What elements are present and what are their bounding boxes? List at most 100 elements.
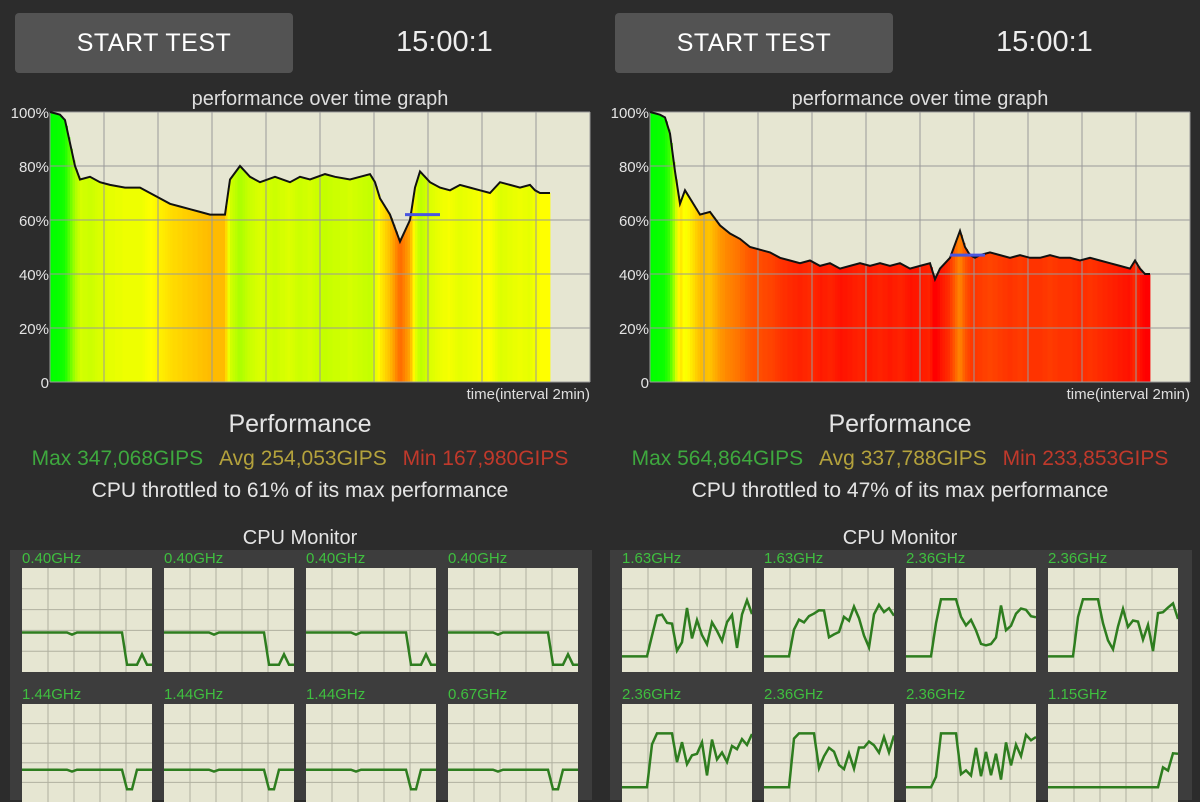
performance-fill-slice bbox=[520, 187, 523, 383]
performance-fill-slice bbox=[812, 262, 816, 382]
performance-fill-slice bbox=[87, 177, 91, 382]
core-frequency-line bbox=[1048, 597, 1178, 658]
core-frequency-line bbox=[906, 597, 1036, 658]
performance-fill-slice bbox=[222, 214, 226, 382]
performance-fill-slice bbox=[810, 261, 813, 382]
performance-fill-slice bbox=[85, 177, 88, 383]
performance-fill-slice bbox=[782, 258, 786, 383]
core-graph-bg bbox=[22, 704, 152, 802]
core-graph bbox=[1048, 704, 1178, 802]
performance-fill-slice bbox=[987, 252, 991, 382]
core-graph-bg bbox=[448, 704, 578, 802]
performance-fill-slice bbox=[677, 195, 681, 382]
performance-fill-slice bbox=[525, 185, 528, 383]
performance-fill-slice bbox=[950, 254, 953, 382]
performance-fill-slice bbox=[382, 204, 386, 383]
performance-fill-slice bbox=[1065, 257, 1068, 382]
core-frequency: 1.63GHz bbox=[764, 550, 824, 567]
core-frequency: 0.67GHz bbox=[448, 686, 508, 703]
performance-fill-slice bbox=[1002, 256, 1006, 383]
performance-fill-slice bbox=[847, 266, 851, 382]
performance-fill-slice bbox=[825, 264, 828, 383]
performance-fill-slice bbox=[885, 264, 888, 382]
performance-fill-slice bbox=[1095, 259, 1098, 382]
performance-fill-slice bbox=[167, 203, 171, 383]
performance-fill-slice bbox=[802, 262, 806, 382]
performance-fill-slice bbox=[790, 260, 793, 382]
performance-fill-slice bbox=[352, 178, 356, 382]
core-frequency-line bbox=[622, 732, 752, 789]
performance-fill-slice bbox=[417, 175, 421, 382]
max-performance: Max 347,068GIPS bbox=[31, 447, 204, 470]
performance-title: Performance bbox=[228, 410, 372, 438]
core-graph-bg bbox=[306, 704, 436, 802]
performance-fill-slice bbox=[740, 239, 743, 383]
performance-fill-slice bbox=[1010, 257, 1013, 383]
performance-fill-slice bbox=[772, 254, 776, 382]
performance-fill-slice bbox=[540, 193, 543, 382]
performance-fill-slice bbox=[875, 264, 878, 383]
performance-fill-slice bbox=[115, 186, 118, 382]
performance-fill-slice bbox=[787, 260, 791, 383]
performance-fill-slice bbox=[985, 253, 988, 383]
performance-fill-slice bbox=[690, 200, 693, 382]
performance-fill-slice bbox=[915, 266, 918, 383]
performance-fill-slice bbox=[92, 178, 96, 382]
performance-fill-slice bbox=[437, 186, 441, 383]
performance-line bbox=[49, 111, 550, 245]
performance-fill-slice bbox=[1025, 256, 1028, 382]
performance-fill-slice bbox=[917, 266, 921, 382]
start-test-button[interactable]: START TEST bbox=[15, 13, 293, 73]
performance-fill-slice bbox=[57, 114, 61, 383]
performance-fill-slice bbox=[1120, 266, 1123, 382]
performance-fill-slice bbox=[1020, 255, 1023, 382]
performance-fill-slice bbox=[110, 185, 113, 383]
performance-fill-slice bbox=[925, 264, 928, 383]
performance-fill-slice bbox=[140, 188, 143, 382]
performance-fill-slice bbox=[807, 260, 811, 382]
performance-fill-slice bbox=[302, 177, 306, 383]
performance-fill-slice bbox=[272, 177, 276, 382]
performance-fill-slice bbox=[850, 265, 853, 383]
core-frequency-line bbox=[164, 768, 294, 791]
performance-fill-slice bbox=[175, 205, 178, 382]
performance-fill-slice bbox=[1035, 257, 1038, 382]
core-graph bbox=[448, 704, 578, 802]
performance-fill-slice bbox=[300, 177, 303, 382]
y-tick-label: 40% bbox=[619, 267, 649, 284]
performance-fill-slice bbox=[832, 265, 836, 383]
core-frequency-line bbox=[764, 732, 894, 789]
performance-fill-slice bbox=[1030, 257, 1033, 382]
performance-fill-slice bbox=[1077, 260, 1081, 383]
performance-fill-slice bbox=[137, 187, 141, 382]
y-tick-label: 0 bbox=[641, 375, 649, 392]
performance-fill-slice bbox=[1022, 256, 1026, 383]
performance-fill-slice bbox=[200, 212, 203, 382]
core-frequency-line bbox=[22, 768, 152, 791]
performance-fill-slice bbox=[870, 265, 873, 383]
performance-fill-slice bbox=[770, 253, 773, 382]
y-tick-label: 80% bbox=[19, 159, 49, 176]
performance-fill-slice bbox=[712, 216, 716, 383]
performance-title: Performance bbox=[828, 410, 972, 438]
performance-fill-slice bbox=[745, 243, 748, 383]
performance-fill-slice bbox=[932, 275, 936, 382]
performance-fill-slice bbox=[462, 185, 466, 383]
performance-fill-slice bbox=[897, 263, 901, 382]
performance-fill-slice bbox=[1017, 255, 1021, 382]
performance-fill-slice bbox=[242, 170, 246, 382]
performance-fill-slice bbox=[447, 189, 451, 383]
performance-fill-slice bbox=[1125, 267, 1128, 382]
performance-fill-slice bbox=[195, 210, 198, 382]
start-test-button[interactable]: START TEST bbox=[615, 13, 893, 73]
performance-fill-slice bbox=[125, 187, 128, 382]
core-graph bbox=[1048, 568, 1178, 672]
performance-fill-slice bbox=[512, 185, 516, 383]
performance-stats: Max 564,864GIPS Avg 337,788GIPS Min 233,… bbox=[600, 447, 1200, 471]
performance-fill-slice bbox=[150, 193, 153, 382]
core-frequency-line bbox=[1048, 751, 1178, 789]
performance-fill-slice bbox=[105, 183, 108, 382]
performance-fill-slice bbox=[962, 242, 966, 382]
performance-fill-slice bbox=[852, 264, 856, 382]
performance-fill-slice bbox=[252, 178, 256, 382]
